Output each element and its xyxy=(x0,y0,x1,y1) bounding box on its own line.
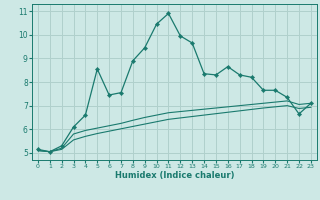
X-axis label: Humidex (Indice chaleur): Humidex (Indice chaleur) xyxy=(115,171,234,180)
